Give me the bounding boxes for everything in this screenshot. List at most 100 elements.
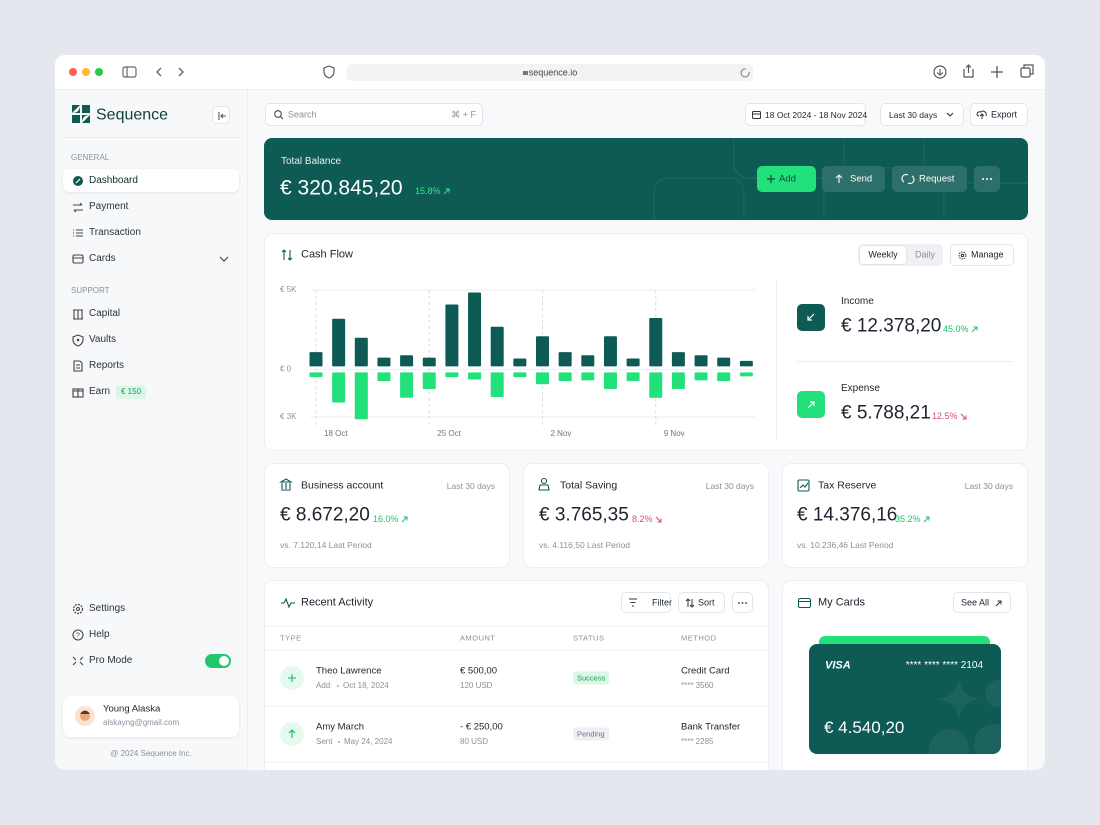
balance-amount: € 320.845,20 [280,176,403,200]
stat-compare: vs. 4.116,50 Last Period [539,539,631,550]
stat-amount: € 8.672,20 [280,504,370,526]
stat-amount: € 14.376,16 [797,504,898,526]
calendar-icon [752,111,761,119]
pct-text: 45.0% [943,324,969,334]
column-header: METHOD [681,633,717,643]
status-badge: Pending [573,727,609,741]
browser-controls [69,64,1034,81]
nav-item[interactable]: Cards [89,253,116,264]
row-kind: Add [316,681,331,691]
search-box[interactable] [265,103,483,126]
column-header: AMOUNT [460,633,496,643]
nav-item[interactable]: Dashboard [89,175,138,186]
row-account: **** 2285 [681,737,714,747]
row-usd: 120 USD [460,681,493,691]
balance-button-icons [767,173,992,185]
card-icon [798,598,811,608]
expense-amount: € 5.788,21 [841,402,931,424]
nav-item[interactable]: Settings [89,603,126,614]
export-icon [976,110,987,119]
row-kind: Sent [316,737,333,747]
add-button[interactable] [757,166,816,192]
filter-button[interactable] [621,592,671,613]
manage-button[interactable] [950,244,1014,266]
arrow-up [995,600,1002,607]
avatar [75,706,95,726]
tab-active[interactable] [859,245,907,265]
expense-icon [797,391,825,418]
stat-card [264,463,510,568]
chevron [946,112,954,117]
stat-compare: vs. 7.120,14 Last Period [280,539,372,550]
row-date: May 24, 2024 [344,737,393,747]
dot [337,685,339,687]
expense-label: Expense [841,383,880,394]
stat-card [523,463,769,568]
activity-icon [281,597,295,609]
status-badge: Success [573,671,610,685]
filter-label: Filter [652,597,672,608]
card-number: **** **** **** 2104 [905,660,983,671]
card-pattern [929,674,1001,754]
nav-item[interactable]: Reports [89,360,125,371]
activity-icons [264,598,769,763]
url[interactable]: sequence.io [528,67,578,78]
period: Last 30 days [889,109,938,120]
income-label: Income [841,296,874,307]
user-email: alskayng@gmail.com [103,718,180,728]
tab[interactable]: Daily [914,249,936,260]
date-picker[interactable] [745,103,866,126]
column-header: STATUS [573,633,605,643]
row-account: **** 3560 [681,681,714,691]
arrow-up [971,326,978,333]
nav-item[interactable]: Payment [89,201,129,212]
export-button[interactable] [970,103,1028,126]
stat-title: Tax Reserve [818,479,877,492]
button-label: Request [919,173,955,185]
see-all-label: See All [961,597,990,608]
stat-icons [279,477,810,492]
arrow-up [401,516,408,523]
svg-text:?: ? [76,632,80,639]
nav-item[interactable]: Pro Mode [89,655,133,666]
shortcut: ⌘ + F [451,109,476,120]
pct-text: 12.5% [932,411,958,421]
nav-item[interactable]: Vaults [89,334,117,345]
nav-item[interactable]: Earn [89,386,111,397]
card-balance: € 4.540,20 [824,717,905,737]
stat-period: Last 30 days [964,480,1013,491]
stat-title: Business account [301,479,384,492]
nav-item[interactable]: Transaction [89,227,141,238]
stat-period: Last 30 days [705,480,754,491]
pct-text: 8.2% [632,514,653,524]
gear-icon [958,251,967,260]
divider [63,137,240,138]
arrow-down [960,413,967,420]
sort-label: Sort [698,597,715,608]
request-button[interactable] [892,166,967,192]
tab[interactable]: Weekly [868,249,898,260]
arrow-up [443,188,450,195]
expense-change: 12.5% [932,411,967,423]
button-label: Send [850,173,873,185]
collapse-button[interactable] [212,106,230,124]
column-header: TYPE [280,633,302,643]
nav-item[interactable]: Capital [89,308,121,319]
dot [338,741,340,743]
nav-item[interactable]: Help [89,629,110,640]
arrow-up [923,516,930,523]
pct-text: 16.0% [373,514,399,524]
income-icon [797,304,825,331]
period-select[interactable] [880,103,964,126]
nav-active[interactable] [63,169,239,192]
see-all-button[interactable] [953,592,1011,613]
pct-text: 15.8% [415,186,441,196]
send-button[interactable] [822,166,885,192]
stat-change: 8.2% [632,514,662,526]
stat-compare: vs. 10.236,46 Last Period [797,539,894,550]
row-name: Amy March [316,721,365,733]
sort-button[interactable] [678,592,725,613]
credit-card[interactable] [809,644,1001,754]
row-method: Bank Transfer [681,721,741,733]
logo-icon [72,105,90,123]
